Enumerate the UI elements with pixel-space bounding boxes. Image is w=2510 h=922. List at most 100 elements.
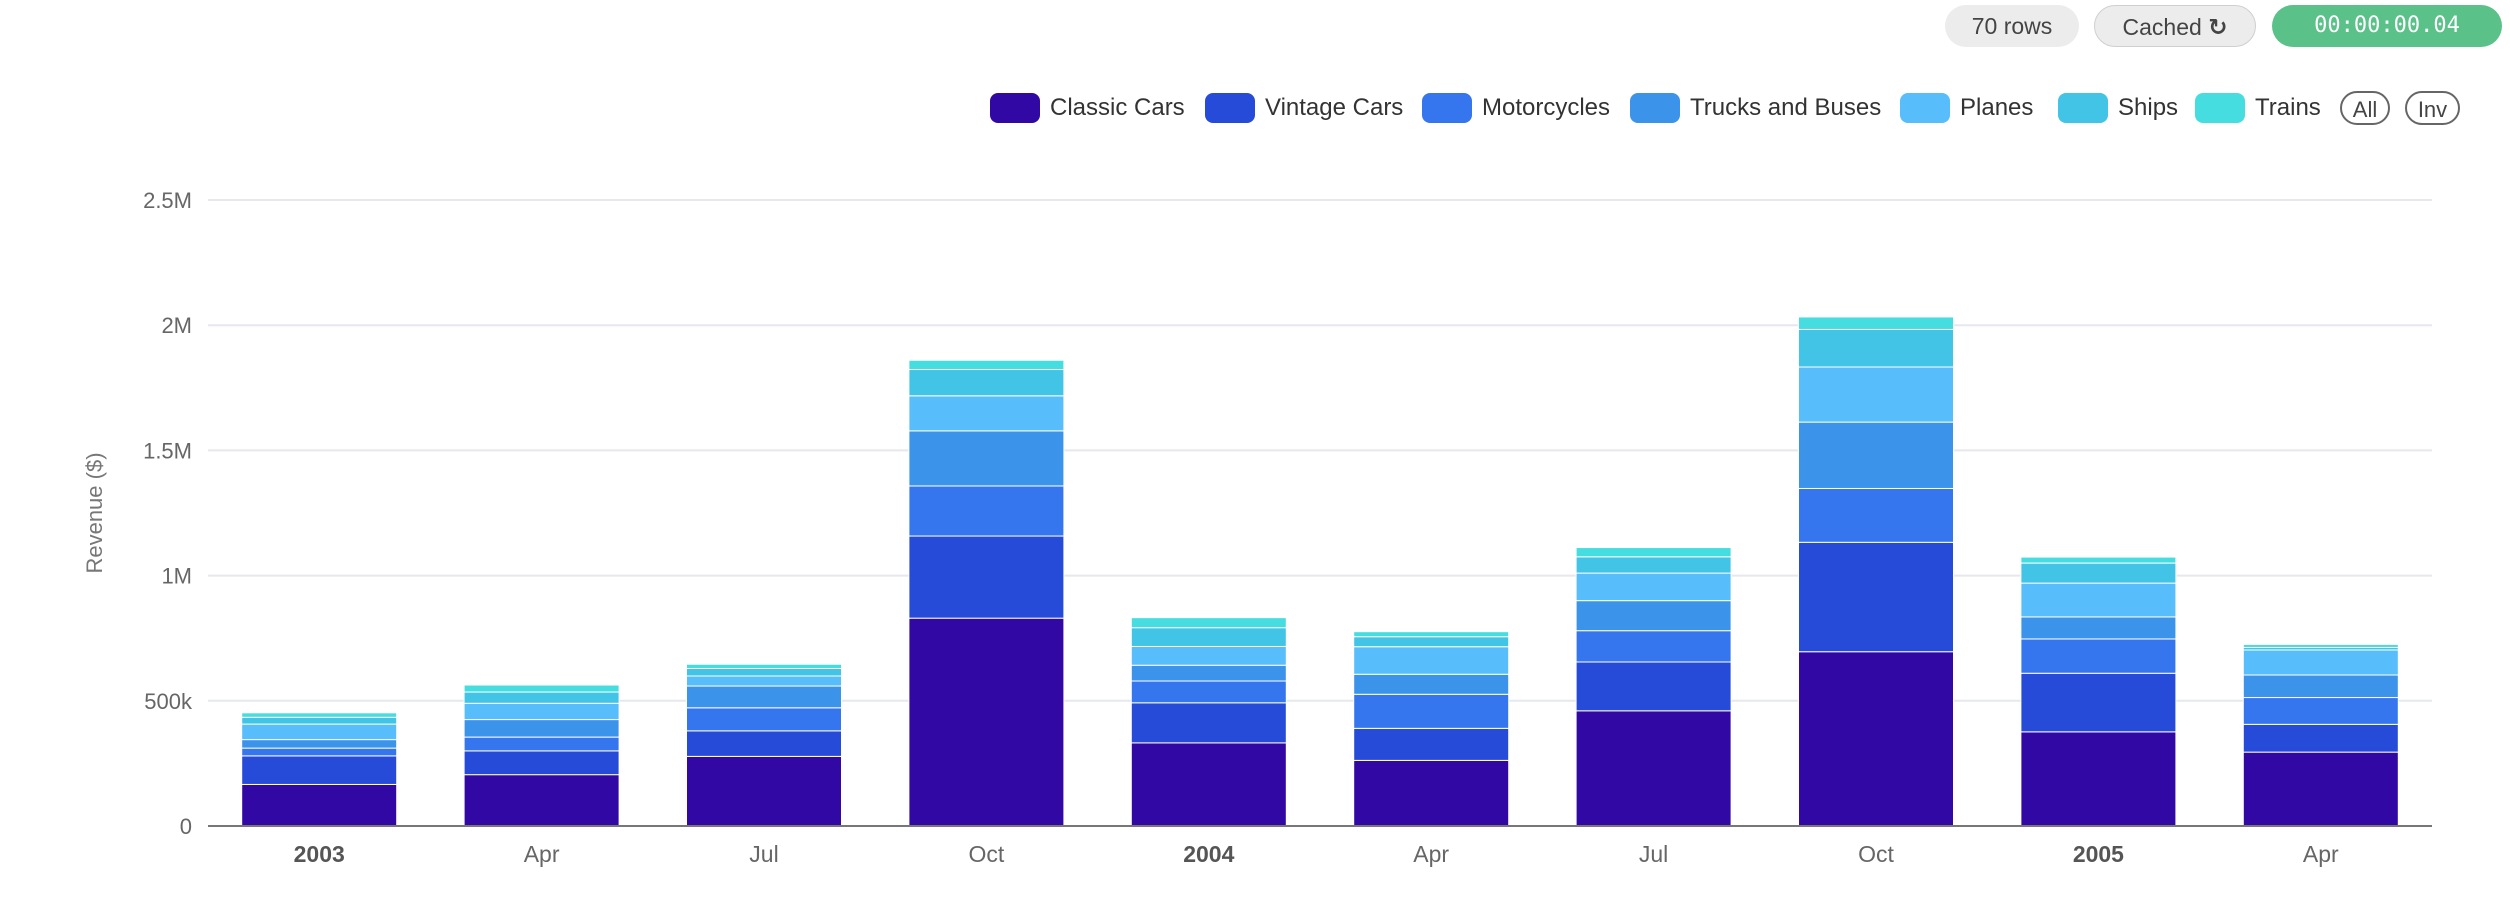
bar-segment: [463, 719, 620, 738]
legend-swatch: [1422, 93, 1472, 123]
legend-swatch: [2058, 93, 2108, 123]
bar-segment: [686, 663, 842, 669]
bar-segment: [686, 707, 842, 732]
bar-segment: [2242, 643, 2399, 648]
legend-label: Trucks and Buses: [1690, 94, 1882, 121]
x-tick-label: 2003: [294, 841, 345, 867]
bar-segment: [1130, 627, 1287, 647]
bar-segment: [686, 755, 842, 827]
y-tick-label: 0: [180, 814, 192, 839]
query-timer-badge: 00:00:00.04: [2272, 5, 2502, 47]
bar-segment: [2242, 751, 2399, 827]
bar-segment: [1575, 710, 1732, 827]
bar-segment: [1575, 547, 1732, 558]
bar-segment: [686, 667, 842, 677]
bar-segment: [908, 369, 1065, 397]
legend-swatch: [1205, 93, 1255, 123]
bar-segment: [1798, 421, 1954, 489]
bar-segment: [1130, 645, 1287, 666]
bar-segment: [1575, 600, 1732, 632]
bar-segment: [1130, 680, 1287, 704]
x-tick-label: Apr: [1413, 841, 1449, 867]
bar-segment: [241, 783, 398, 827]
x-tick-label: Jul: [1639, 841, 1668, 867]
x-tick-label: 2004: [1183, 841, 1234, 867]
bar-segment: [908, 485, 1065, 537]
bar-segment: [2020, 672, 2177, 733]
legend-all-button[interactable]: All: [2340, 91, 2390, 125]
bar-segment: [1798, 366, 1954, 423]
bar-segment: [2020, 616, 2177, 640]
bar-segment: [2020, 638, 2177, 674]
x-tick-label: Apr: [524, 841, 560, 867]
bar-segment: [908, 430, 1065, 487]
bar-segment: [908, 535, 1065, 619]
bar-segment: [2242, 674, 2399, 699]
bar-segment: [686, 730, 842, 757]
bar-segment: [908, 617, 1065, 827]
y-tick-label: 1M: [161, 564, 192, 589]
bar-segment: [1353, 727, 1510, 761]
bar-segment: [1130, 664, 1287, 682]
bar-segment: [241, 739, 398, 749]
bar-segment: [1798, 541, 1954, 653]
bar-segment: [1798, 316, 1954, 330]
y-tick-label: 500k: [144, 689, 193, 714]
x-tick-label: 2005: [2073, 841, 2124, 867]
bar-segment: [2020, 582, 2177, 618]
legend-label: Vintage Cars: [1265, 94, 1404, 121]
bar-segment: [1130, 702, 1287, 744]
x-tick-label: Oct: [1858, 841, 1894, 867]
bar-segment: [1130, 617, 1287, 629]
bar-segment: [463, 750, 620, 776]
x-tick-label: Jul: [749, 841, 778, 867]
y-tick-label: 2M: [161, 313, 192, 338]
cached-label: Cached: [2122, 14, 2202, 40]
y-axis-label: Revenue ($): [82, 452, 107, 573]
x-tick-label: Apr: [2303, 841, 2339, 867]
bar-segment: [1798, 651, 1954, 827]
refresh-icon: ↻: [2208, 14, 2228, 40]
legend-swatch: [1900, 93, 1950, 123]
y-tick-label: 2.5M: [143, 188, 192, 213]
bar-segment: [1130, 742, 1287, 827]
bar-segment: [1798, 328, 1954, 368]
bar-segment: [2020, 731, 2177, 827]
bar-segment: [908, 395, 1065, 432]
bar-segment: [241, 755, 398, 785]
bar-segment: [2242, 697, 2399, 725]
chart-legend: All Inv Classic Cars Vintage Cars Motorcyc…: [0, 88, 2510, 128]
bar-segment: [2020, 562, 2177, 584]
cached-button[interactable]: Cached ↻: [2094, 5, 2256, 47]
bar-segment: [241, 716, 398, 725]
bar-segment: [2020, 556, 2177, 564]
bar-segment: [1575, 572, 1732, 602]
bar-segment: [686, 685, 842, 709]
legend-label: Planes: [1960, 94, 2034, 121]
y-tick-label: 1.5M: [143, 438, 192, 463]
bar-segment: [1575, 556, 1732, 574]
bar-segment: [1353, 759, 1510, 827]
bar-segment: [1353, 693, 1510, 729]
bar-segment: [2242, 649, 2399, 676]
legend-label: Motorcycles: [1482, 94, 1611, 121]
bar-segment: [1798, 487, 1954, 543]
bar-segment: [1575, 661, 1732, 712]
legend-label: Trains: [2255, 94, 2321, 121]
bar-segment: [1353, 636, 1510, 648]
bar-segment: [686, 675, 842, 687]
bar-segment: [241, 723, 398, 741]
bar-segment: [463, 691, 620, 704]
legend-label: Ships: [2118, 94, 2179, 121]
bar-segment: [463, 774, 620, 827]
bar-segment: [1353, 646, 1510, 675]
legend-swatch: [2195, 93, 2245, 123]
legend-label: Classic Cars: [1050, 94, 1185, 121]
legend-invert-button[interactable]: Inv: [2405, 91, 2460, 125]
bar-segment: [1575, 630, 1732, 663]
status-bar: 70 rows Cached ↻ 00:00:00.04: [0, 0, 2510, 52]
bar-segment: [463, 702, 620, 721]
bar-segment: [241, 747, 398, 757]
bar-segment: [2242, 723, 2399, 753]
